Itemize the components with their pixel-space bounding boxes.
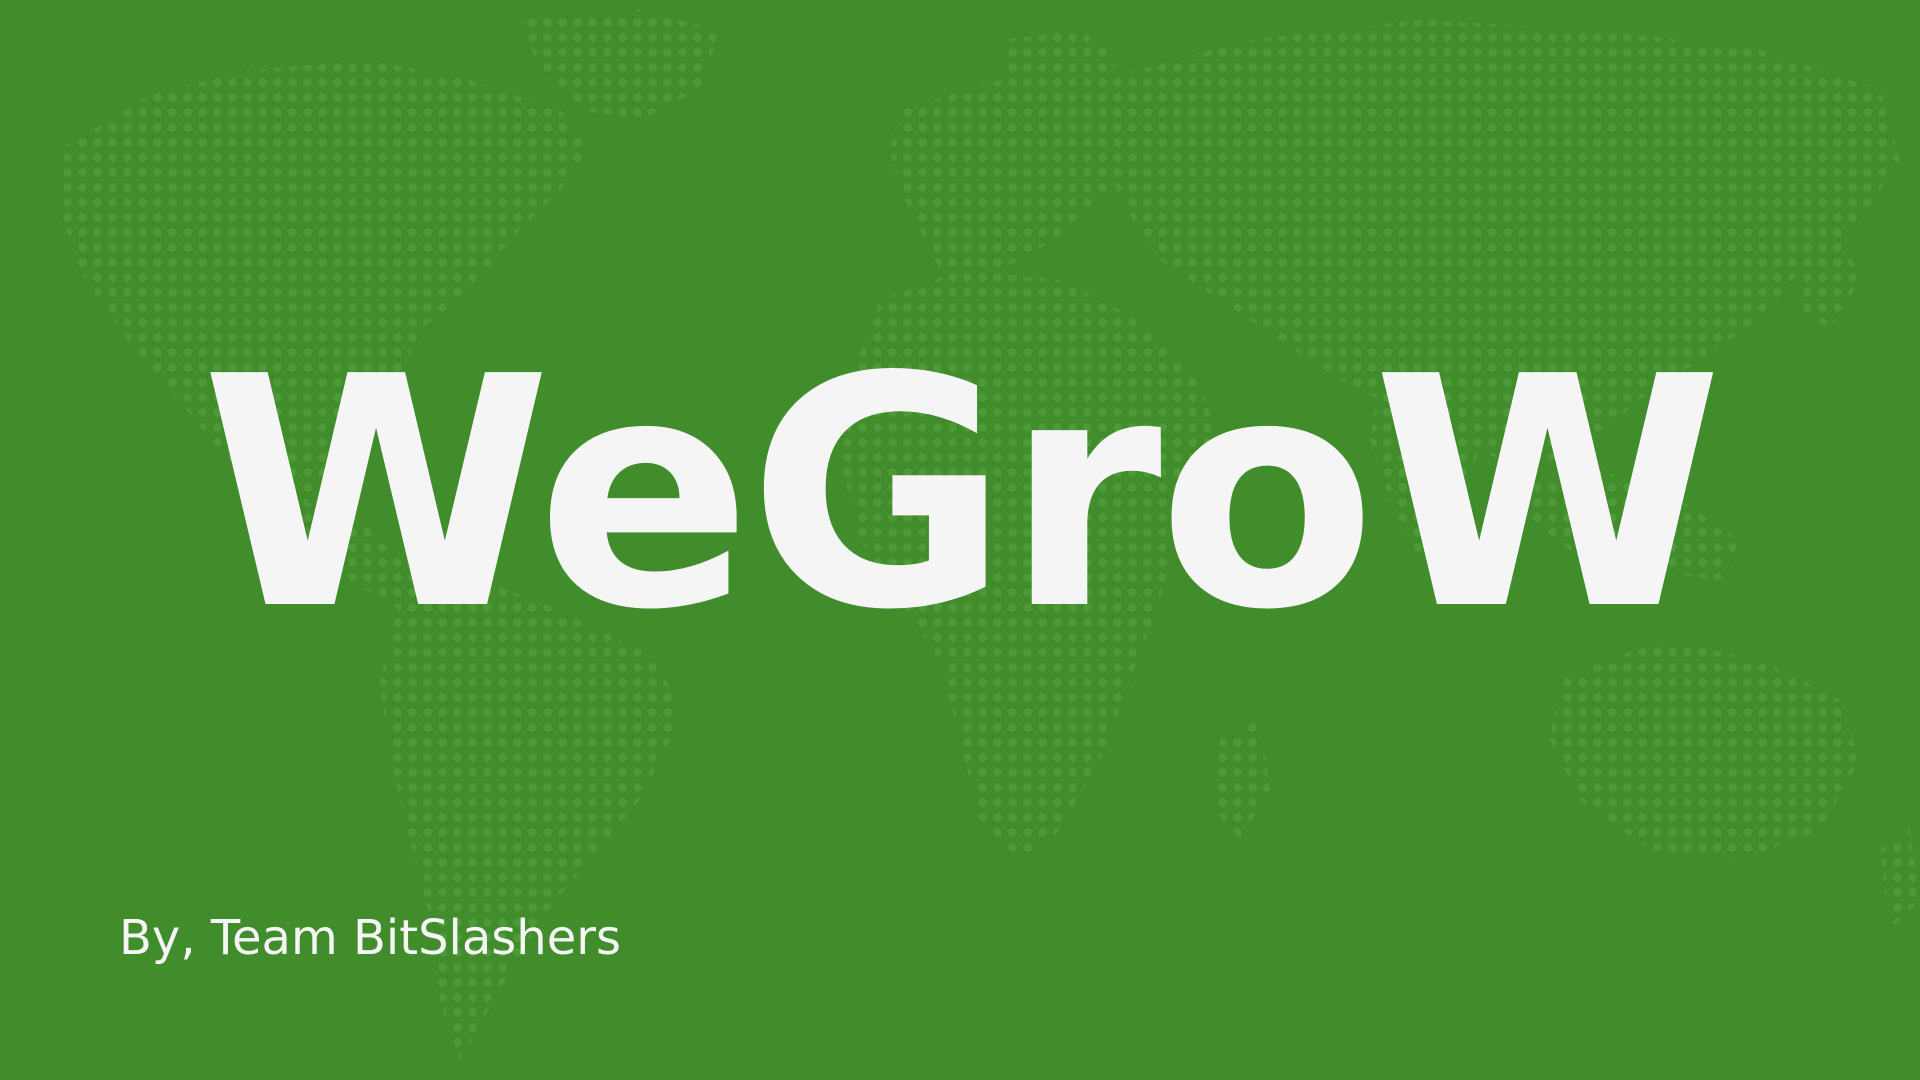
slide-title: WeGroW [200,309,1723,679]
slide-byline: By, Team BitSlashers [119,910,621,966]
